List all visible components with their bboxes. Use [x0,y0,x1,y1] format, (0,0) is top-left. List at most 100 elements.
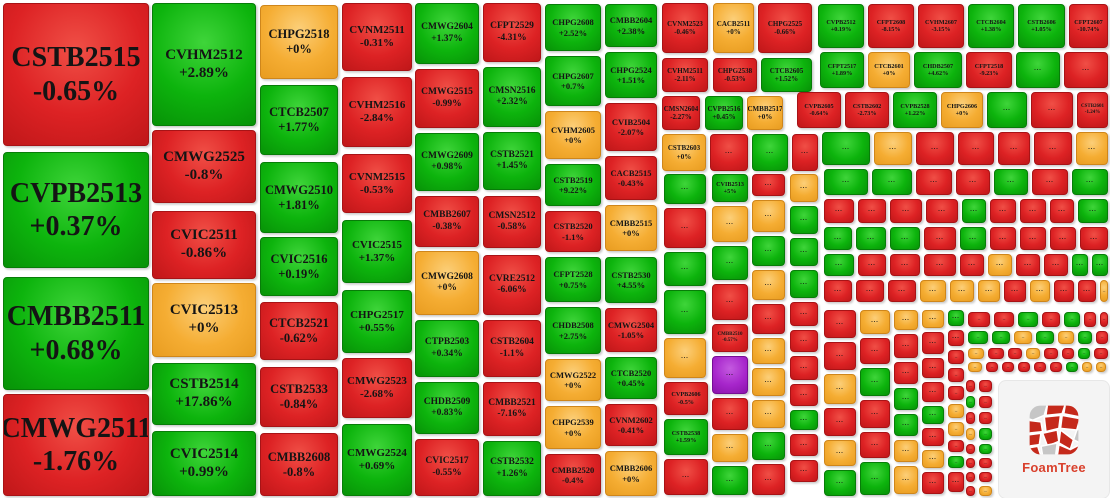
treemap-cell[interactable]: ... [1036,331,1054,344]
treemap-cell[interactable]: ... [948,386,964,400]
treemap-cell[interactable]: ... [1078,348,1090,359]
treemap-cell[interactable]: ... [979,444,992,454]
treemap-cell[interactable]: ... [894,362,918,384]
treemap-cell[interactable]: ... [1072,254,1088,276]
cell-CHPG2539[interactable]: CHPG2539 +0% [545,406,601,449]
treemap-cell[interactable]: ... [894,414,918,436]
cell-CMWG2510[interactable]: CMWG2510 +1.81% [260,162,338,233]
treemap-cell[interactable]: ... [1078,199,1108,223]
cell-CVNM2602[interactable]: CVNM2602 -0.41% [605,404,657,446]
treemap-cell[interactable]: ... [860,400,890,428]
treemap-cell[interactable]: ... [1054,280,1074,302]
treemap-cell[interactable]: ... [664,459,708,495]
treemap-cell[interactable]: ... [752,236,785,266]
cell-CMBB2510[interactable]: CMBB2510 -0.57% [712,324,748,352]
treemap-cell[interactable]: ... [948,330,964,346]
treemap-cell[interactable]: ... [1034,362,1046,372]
cell-CVPB2606[interactable]: CVPB2606 -0.5% [664,382,708,415]
cell-CVPB2512[interactable]: CVPB2512 +0.19% [818,4,864,48]
treemap-cell[interactable]: ... [994,312,1014,327]
cell-CMBB2511[interactable]: CMBB2511 +0.68% [3,277,149,390]
cell-CFPT2528[interactable]: CFPT2528 +0.75% [545,257,601,302]
treemap-cell[interactable]: ... [1096,331,1108,344]
cell-CVPB2513[interactable]: CVPB2513 +0.37% [3,152,149,268]
treemap-cell[interactable]: ... [979,396,992,408]
treemap-cell[interactable]: ... [1018,312,1038,327]
treemap-cell[interactable]: ... [948,472,964,492]
treemap-cell[interactable]: ... [752,432,785,460]
treemap-cell[interactable]: ... [1076,132,1108,165]
treemap-cell[interactable]: ... [968,312,990,327]
treemap-cell[interactable]: ... [948,350,964,364]
treemap-cell[interactable]: ... [1020,199,1046,223]
treemap-cell[interactable]: ... [1084,312,1096,327]
treemap-cell[interactable]: ... [712,466,748,495]
treemap-cell[interactable]: ... [948,422,964,436]
treemap-cell[interactable]: ... [860,432,890,458]
treemap-cell[interactable]: ... [824,310,856,338]
cell-CMWG2523[interactable]: CMWG2523 -2.68% [342,358,412,418]
treemap-cell[interactable]: ... [856,280,884,302]
cell-CHPG2525[interactable]: CHPG2525 -0.66% [758,3,812,53]
treemap-cell[interactable]: ... [1100,312,1108,327]
treemap-cell[interactable]: ... [790,434,818,456]
treemap-cell[interactable]: ... [824,470,856,496]
cell-CSTB2519[interactable]: CSTB2519 +9.22% [545,164,601,206]
cell-CACB2511[interactable]: CACB2511 +0% [713,3,754,53]
treemap-cell[interactable]: ... [1058,331,1074,344]
treemap-cell[interactable]: ... [824,227,852,250]
cell-CVHM2512[interactable]: CVHM2512 +2.89% [152,3,256,126]
treemap-cell[interactable]: ... [979,380,992,392]
cell-CFPT2607[interactable]: CFPT2607 -10.74% [1069,4,1108,48]
treemap-cell[interactable]: ... [792,134,818,171]
cell-CMWG2504[interactable]: CMWG2504 -1.05% [605,308,657,352]
cell-CTCB2601[interactable]: CTCB2601 +0% [868,52,910,88]
cell-CMSN2512[interactable]: CMSN2512 -0.58% [483,196,541,248]
cell-CMSN2604[interactable]: CMSN2604 -2.27% [662,96,700,130]
treemap-cell[interactable]: ... [1030,280,1050,302]
treemap-cell[interactable]: ... [922,472,944,494]
cell-CTCB2605[interactable]: CTCB2605 +1.52% [761,58,812,92]
cell-CHPG2517[interactable]: CHPG2517 +0.55% [342,290,412,353]
treemap-cell[interactable]: ... [752,464,785,495]
treemap-cell[interactable]: ... [790,206,818,234]
treemap-cell[interactable]: ... [890,254,920,276]
treemap-cell[interactable]: ... [894,388,918,410]
cell-CVPB2528[interactable]: CVPB2528 +1.22% [893,92,937,128]
treemap-cell[interactable]: ... [966,486,975,496]
treemap-cell[interactable]: ... [1062,348,1074,359]
treemap-cell[interactable]: ... [858,199,886,223]
treemap-cell[interactable]: ... [920,280,946,302]
cell-CSTB2520[interactable]: CSTB2520 -1.1% [545,211,601,252]
treemap-cell[interactable]: ... [824,374,856,404]
cell-CMBB2604[interactable]: CMBB2604 +2.38% [605,4,657,47]
treemap-cell[interactable]: ... [922,406,944,424]
treemap-cell[interactable]: ... [926,199,958,223]
cell-CSTB2602[interactable]: CSTB2602 -2.73% [845,92,889,128]
cell-CVNM2511[interactable]: CVNM2511 -0.31% [342,3,412,71]
treemap-cell[interactable]: ... [1096,362,1106,372]
treemap-cell[interactable]: ... [890,227,920,250]
cell-CFPT2518[interactable]: CFPT2518 -9.23% [966,52,1012,88]
treemap-cell[interactable]: ... [922,382,944,402]
cell-CVRE2512[interactable]: CVRE2512 -6.06% [483,255,541,315]
treemap-cell[interactable]: ... [1094,348,1108,359]
treemap-cell[interactable]: ... [712,356,748,394]
treemap-cell[interactable]: ... [712,434,748,462]
treemap-cell[interactable]: ... [712,206,748,242]
treemap-cell[interactable]: ... [990,227,1016,250]
treemap-cell[interactable]: ... [1016,52,1060,88]
treemap-cell[interactable]: ... [978,280,1000,302]
treemap-cell[interactable]: ... [1016,254,1040,276]
treemap-cell[interactable]: ... [1044,348,1058,359]
treemap-cell[interactable]: ... [1082,362,1092,372]
treemap-cell[interactable]: ... [966,412,975,424]
cell-CTCB2521[interactable]: CTCB2521 -0.62% [260,302,338,360]
treemap-cell[interactable]: ... [888,280,916,302]
treemap-cell[interactable]: ... [966,444,975,454]
treemap-cell[interactable]: ... [948,440,964,452]
cell-CSTB2521[interactable]: CSTB2521 +1.45% [483,132,541,190]
treemap-cell[interactable]: ... [1064,312,1080,327]
treemap-cell[interactable]: ... [988,254,1012,276]
treemap-cell[interactable]: ... [824,254,854,276]
